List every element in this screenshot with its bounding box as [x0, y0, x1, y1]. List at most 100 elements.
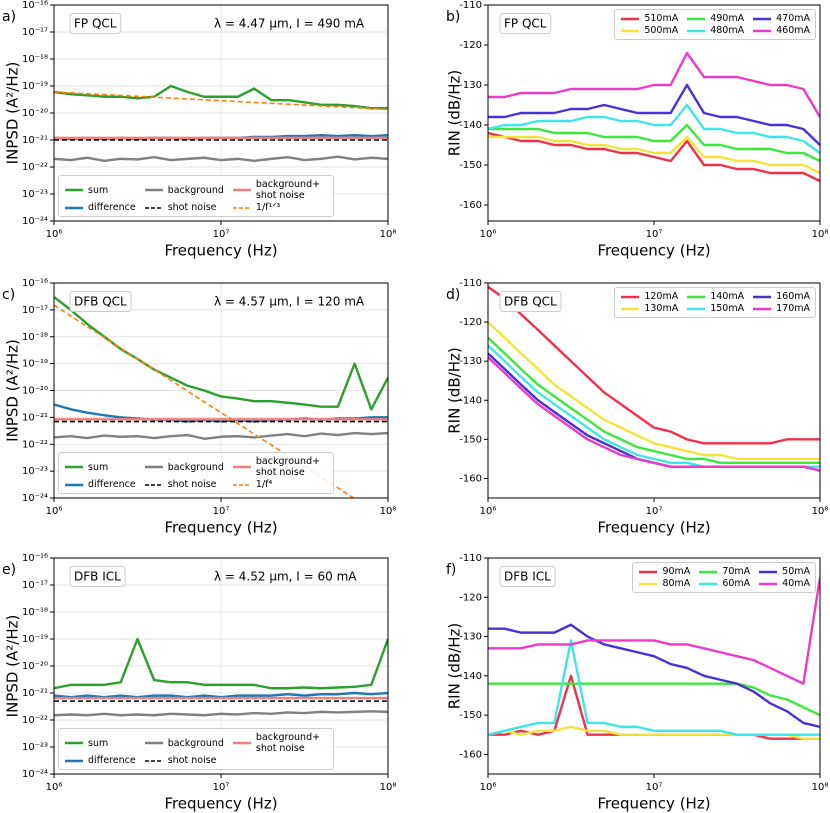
panel-label: c)	[2, 287, 15, 303]
panel-label: d)	[446, 287, 460, 303]
panel-label: e)	[2, 562, 16, 578]
plot-area	[54, 84, 388, 162]
legend-label: 150mA	[710, 303, 745, 314]
legend-label: 70mA	[722, 566, 751, 577]
legend-swatch	[65, 483, 83, 486]
box-label: DFB QCL	[504, 295, 557, 309]
y-tick-label: 10⁻²⁴	[22, 216, 48, 227]
legend-item: 160mA	[752, 291, 810, 302]
y-axis-label: RIN (dB/Hz)	[446, 347, 464, 434]
x-tick-label: 10⁸	[812, 506, 829, 517]
legend-label: 80mA	[662, 578, 691, 589]
y-tick-label: -140	[459, 120, 482, 131]
legend-swatch	[621, 17, 640, 20]
y-tick-label: -120	[459, 317, 482, 328]
box-label-frame	[499, 13, 552, 34]
legend-swatch	[639, 582, 658, 585]
legend-item: shot noise	[144, 755, 224, 766]
legend-swatch	[144, 759, 163, 762]
x-tick-label: 10⁷	[213, 506, 230, 517]
axes-frame	[487, 282, 821, 499]
legend-item: 90mA	[638, 566, 690, 577]
legend-swatch	[144, 741, 163, 745]
x-axis-label: Frequency (Hz)	[164, 795, 277, 813]
x-tick-label: 10⁶	[46, 506, 63, 517]
legend-swatch	[65, 188, 83, 192]
series-line	[488, 639, 820, 736]
legend-swatch	[699, 570, 718, 573]
legend-item: background+ shot noise	[232, 179, 328, 201]
legend-swatch	[753, 295, 772, 298]
x-tick-label: 10⁸	[380, 506, 397, 517]
legend-label: 120mA	[644, 291, 679, 302]
y-tick-label: 10⁻²³	[22, 466, 48, 477]
x-axis-label: Frequency (Hz)	[597, 519, 710, 537]
legend-item: 130mA	[620, 303, 678, 314]
axes-frame	[53, 557, 389, 775]
legend: sum difference background shot noise backgro…	[58, 452, 334, 494]
legend-item: sum	[64, 732, 136, 754]
y-tick-label: -110	[459, 278, 482, 289]
x-axis-label: Frequency (Hz)	[597, 242, 710, 260]
y-tick-label: 10⁻²¹	[22, 135, 48, 146]
plot-area	[488, 285, 820, 472]
x-axis-label: Frequency (Hz)	[164, 242, 277, 260]
y-tick-label: 10⁻¹⁶	[22, 0, 48, 11]
x-tick-label: 10⁷	[646, 229, 663, 240]
series-line	[488, 51, 820, 118]
legend-item: 150mA	[686, 303, 744, 314]
y-tick-label: -150	[459, 710, 482, 721]
legend-label: 1/f¹ᐟ³	[255, 202, 281, 213]
x-tick-label: 10⁷	[646, 506, 663, 517]
box-label-frame	[69, 291, 132, 312]
legend-item: 40mA	[758, 578, 810, 589]
legend-label: background+ shot noise	[255, 732, 321, 754]
y-tick-label: -130	[459, 356, 482, 367]
legend: sum difference background shot noise backgro…	[58, 175, 334, 217]
legend-swatch	[65, 206, 83, 209]
series-line	[488, 123, 820, 163]
legend-item: shot noise	[144, 202, 224, 213]
box-label: DFB ICL	[504, 570, 551, 584]
series-line	[488, 623, 820, 729]
legend-label: sum	[88, 461, 109, 473]
y-tick-label: 10⁻¹⁹	[22, 81, 48, 92]
legend-item: difference	[64, 755, 136, 766]
legend: 90mA 80mA 70mA 60mA 50mA 40mA	[632, 562, 816, 593]
legend-label: 40mA	[782, 578, 810, 589]
y-tick-label: 10⁻¹⁸	[22, 54, 48, 65]
legend-label: difference	[88, 755, 136, 766]
series-line	[488, 285, 820, 445]
x-tick-label: 10⁷	[213, 229, 230, 240]
annotation: λ = 4.47 µm, I = 490 mA	[214, 17, 365, 31]
y-tick-label: -130	[459, 632, 482, 643]
y-tick-label: 10⁻¹⁹	[22, 359, 48, 370]
y-tick-label: 10⁻¹⁷	[22, 305, 48, 316]
legend-label: background	[167, 184, 224, 196]
series-line	[54, 84, 388, 110]
y-tick-label: -110	[459, 0, 482, 11]
legend-swatch	[621, 29, 640, 32]
box-label-frame	[499, 566, 556, 587]
panel-label: f)	[446, 562, 456, 578]
legend-item: 500mA	[620, 25, 678, 36]
legend-swatch	[753, 17, 772, 20]
annotation: λ = 4.52 µm, I = 60 mA	[214, 570, 357, 584]
annotation: λ = 4.57 µm, I = 120 mA	[214, 295, 365, 309]
series-line	[54, 637, 388, 690]
legend-label: 140mA	[710, 291, 745, 302]
box-label: FP QCL	[504, 17, 547, 31]
legend-swatch	[687, 29, 706, 32]
legend-swatch	[65, 465, 83, 469]
legend-item: 470mA	[752, 13, 810, 24]
x-tick-label: 10⁸	[380, 229, 397, 240]
legend-item: 1/f⁴	[232, 479, 328, 490]
y-tick-label: 10⁻²¹	[22, 412, 48, 423]
y-tick-label: -110	[459, 553, 482, 564]
legend-label: difference	[88, 479, 136, 490]
legend-item: difference	[64, 202, 136, 213]
x-axis-label: Frequency (Hz)	[597, 795, 710, 813]
legend-swatch	[621, 307, 640, 310]
legend-label: 1/f⁴	[255, 479, 273, 490]
